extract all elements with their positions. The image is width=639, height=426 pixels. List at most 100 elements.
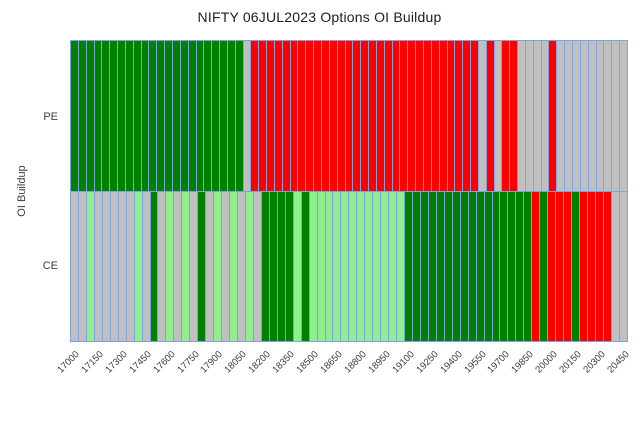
- x-tick-label: 17150: [79, 349, 106, 376]
- oi-cell-ce-20250: [587, 191, 596, 341]
- oi-cell-pe-20300: [588, 41, 597, 191]
- oi-cell-pe-19100: [400, 41, 409, 191]
- x-tick-label: 20300: [581, 349, 608, 376]
- oi-cell-ce-18150: [253, 191, 262, 341]
- oi-cell-pe-18800: [353, 41, 362, 191]
- row-label-ce: CE: [42, 260, 58, 272]
- oi-cell-pe-18900: [369, 41, 377, 191]
- oi-cell-pe-19750: [502, 41, 511, 191]
- oi-cell-ce-17800: [198, 191, 207, 341]
- oi-cell-ce-17550: [158, 191, 167, 341]
- oi-cell-ce-19400: [452, 191, 461, 341]
- oi-cell-ce-19100: [405, 191, 413, 341]
- oi-cell-ce-19350: [444, 191, 453, 341]
- oi-cell-ce-19150: [412, 191, 421, 341]
- oi-cell-ce-19050: [397, 191, 406, 341]
- oi-cell-pe-19050: [392, 41, 401, 191]
- x-tick-label: 20150: [557, 349, 584, 376]
- oi-cell-pe-19950: [533, 41, 542, 191]
- x-tick-label: 17300: [103, 349, 130, 376]
- oi-cell-pe-19550: [471, 41, 479, 191]
- row-label-pe: PE: [43, 111, 58, 123]
- oi-cell-pe-17350: [125, 41, 134, 191]
- oi-cell-ce-17600: [166, 191, 175, 341]
- oi-cell-ce-19750: [508, 191, 517, 341]
- oi-cell-ce-18000: [230, 191, 239, 341]
- oi-cell-ce-19950: [540, 191, 549, 341]
- oi-cell-pe-17850: [204, 41, 213, 191]
- x-tick-label: 19700: [485, 349, 513, 376]
- x-tick-label: 20450: [605, 349, 632, 376]
- oi-cell-ce-17100: [86, 191, 95, 341]
- oi-cell-pe-19450: [455, 41, 464, 191]
- oi-cell-ce-18800: [357, 191, 366, 341]
- oi-cell-pe-20200: [573, 41, 581, 191]
- oi-cell-pe-18700: [337, 41, 346, 191]
- oi-cell-ce-18850: [365, 191, 374, 341]
- oi-cell-ce-19850: [524, 191, 533, 341]
- oi-cell-ce-18500: [309, 191, 318, 341]
- oi-cell-ce-17650: [174, 191, 183, 341]
- heat-row-pe: [71, 41, 627, 191]
- oi-cell-pe-18000: [227, 41, 236, 191]
- oi-cell-pe-17550: [157, 41, 166, 191]
- oi-cell-ce-18650: [333, 191, 342, 341]
- oi-cell-pe-19300: [431, 41, 440, 191]
- x-tick-label: 17900: [198, 349, 226, 376]
- oi-cell-ce-18400: [293, 191, 302, 341]
- oi-cell-ce-20100: [564, 191, 573, 341]
- oi-cell-ce-18700: [341, 191, 350, 341]
- oi-cell-ce-19500: [468, 191, 477, 341]
- oi-cell-ce-19600: [484, 191, 493, 341]
- oi-cell-pe-19900: [525, 41, 534, 191]
- oi-cell-ce-20150: [572, 191, 580, 341]
- oi-cell-ce-20300: [595, 191, 604, 341]
- oi-cell-ce-20000: [548, 191, 557, 341]
- oi-cell-pe-17450: [141, 41, 150, 191]
- x-tick-label: 18350: [270, 349, 297, 376]
- oi-cell-pe-17400: [133, 41, 142, 191]
- oi-cell-pe-20400: [604, 41, 613, 191]
- x-tick-label: 17000: [55, 349, 82, 376]
- chart-title: NIFTY 06JUL2023 Options OI Buildup: [197, 9, 442, 25]
- oi-cell-ce-18350: [285, 191, 294, 341]
- oi-cell-pe-18950: [376, 41, 385, 191]
- heat-row-ce: [71, 190, 627, 341]
- plot-area: [70, 40, 628, 342]
- oi-cell-pe-17800: [196, 41, 205, 191]
- oi-cell-ce-20050: [556, 191, 565, 341]
- oi-cell-ce-19450: [460, 191, 469, 341]
- oi-cell-ce-17450: [142, 191, 151, 341]
- oi-cell-pe-19800: [510, 41, 519, 191]
- oi-cell-pe-19250: [423, 41, 432, 191]
- oi-cell-pe-19000: [384, 41, 393, 191]
- oi-cell-pe-20150: [565, 41, 573, 191]
- oi-cell-ce-19650: [492, 191, 501, 341]
- oi-cell-ce-17500: [150, 191, 159, 341]
- oi-cell-ce-17950: [222, 191, 231, 341]
- oi-cell-pe-18200: [259, 41, 268, 191]
- oi-cell-ce-19700: [500, 191, 509, 341]
- x-tick-label: 18500: [294, 349, 321, 376]
- x-tick-label: 18950: [366, 349, 393, 376]
- oi-cell-pe-18750: [345, 41, 354, 191]
- x-tick-label: 17600: [150, 349, 178, 376]
- oi-cell-pe-18850: [361, 41, 370, 191]
- oi-cell-pe-19700: [494, 41, 503, 191]
- oi-cell-pe-18400: [290, 41, 299, 191]
- x-tick-label: 18800: [342, 349, 369, 376]
- oi-cell-pe-17300: [118, 41, 126, 191]
- oi-cell-pe-17500: [149, 41, 158, 191]
- oi-cell-pe-20000: [541, 41, 550, 191]
- oi-cell-ce-20200: [580, 191, 588, 341]
- oi-cell-ce-19200: [420, 191, 429, 341]
- x-tick-label: 19550: [461, 349, 489, 376]
- oi-cell-pe-17700: [180, 41, 189, 191]
- oi-cell-ce-20400: [611, 191, 620, 341]
- oi-cell-pe-18600: [322, 41, 330, 191]
- oi-cell-pe-18550: [314, 41, 322, 191]
- oi-cell-ce-17150: [94, 191, 103, 341]
- oi-cell-ce-20350: [603, 191, 612, 341]
- oi-cell-pe-18100: [243, 41, 252, 191]
- oi-cell-ce-17900: [214, 191, 223, 341]
